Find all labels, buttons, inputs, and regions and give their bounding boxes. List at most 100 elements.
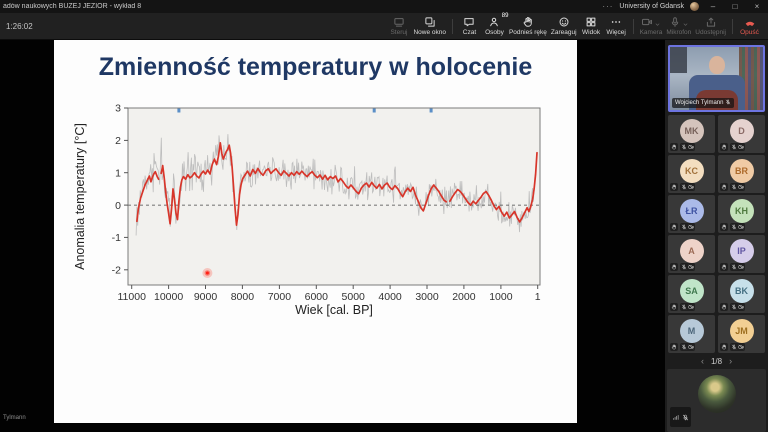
x-tick-label: 6000 [305, 291, 329, 303]
hand-icon [721, 184, 726, 189]
page-prev-button[interactable]: ‹ [700, 355, 704, 366]
account-avatar[interactable] [690, 2, 699, 11]
x-tick-label: 4000 [378, 291, 402, 303]
toolbar-button-label: Widok [582, 29, 601, 36]
participant-tile-d[interactable]: D [718, 114, 765, 153]
toolbar-button-czat[interactable]: Czat [457, 13, 482, 39]
participant-tile-jm[interactable]: JM [718, 314, 765, 353]
hand-icon [721, 344, 726, 349]
toolbar-button-steruj[interactable]: Steruj [386, 13, 411, 39]
page-next-button[interactable]: › [729, 355, 733, 366]
participant-initials: MK [679, 118, 704, 143]
toolbar-button-label: Steruj [390, 29, 408, 36]
participant-initials: M [679, 318, 704, 343]
x-tick-label: 7000 [268, 291, 292, 303]
toolbar-button-osoby[interactable]: 89 Osoby [482, 13, 509, 39]
signal-icon [673, 415, 679, 420]
participant-initials: BR [729, 158, 754, 183]
participant-status-icons [670, 222, 695, 231]
gallery-pagination: ‹ 1/8 › [701, 355, 732, 368]
temperature-anomaly-line [136, 142, 538, 226]
participant-tile-m[interactable]: M [668, 314, 715, 353]
share-icon [706, 17, 715, 27]
mic-off-icon [681, 264, 687, 269]
minimize-button[interactable]: – [710, 2, 716, 11]
toolbar-button-label: Kamera [639, 29, 663, 36]
participant-tile-kh[interactable]: KH [718, 194, 765, 233]
toolbar-button-zareaguj[interactable]: Zareaguj [549, 13, 579, 39]
participant-tile-sa[interactable]: SA [668, 274, 715, 313]
people-icon [490, 17, 499, 27]
mic-off-icon [683, 414, 688, 421]
toolbar-button-widok[interactable]: Widok [579, 13, 604, 39]
hand-icon [671, 344, 676, 349]
participant-tile-mk[interactable]: MK [668, 114, 715, 153]
cam-off-icon [738, 304, 744, 309]
shared-screen-area: Zmienność temperatury w holocenie 11000 1… [0, 40, 665, 432]
toolbar-button-label: Opuść [740, 29, 759, 36]
event-mark [429, 108, 433, 113]
connection-signal-icon [672, 408, 679, 426]
event-mark [372, 108, 376, 113]
meeting-timer: 1:26:02 [6, 21, 33, 31]
speaker-name: Wojciech Tylmann [675, 99, 724, 106]
participant-tile-bk[interactable]: BK [718, 274, 765, 313]
mic-icon [671, 17, 678, 27]
participant-tile-a[interactable]: A [668, 234, 715, 273]
participant-status-icons [670, 262, 695, 271]
more-icon [611, 21, 621, 23]
toolbar-button-podnies-reke[interactable]: Podnieś rękę [507, 13, 549, 39]
maximize-button[interactable]: □ [732, 2, 738, 11]
cam-off-icon [738, 264, 744, 269]
camera-icon [641, 18, 652, 26]
participant-status-icons [670, 302, 695, 311]
participant-tile-ip[interactable]: IP [718, 234, 765, 273]
hand-icon [721, 144, 726, 149]
participant-initials: BK [729, 278, 754, 303]
participants-sidebar: Wojciech Tylmann MK D KC BR ŁR KH A IP SA BK M JM ‹… [665, 40, 768, 432]
toolbar-button-wiecej[interactable]: Więcej [604, 13, 629, 39]
chat-icon [464, 18, 475, 27]
chevron-icon [655, 23, 660, 26]
hand-icon [671, 264, 676, 269]
mic-off-icon [731, 224, 737, 229]
chevron-icon [683, 23, 688, 26]
participant-tile-lr[interactable]: ŁR [668, 194, 715, 233]
toolbar-button-nowe-okno[interactable]: Nowe okno [411, 13, 448, 39]
y-tick-label: 2 [115, 135, 121, 147]
speaker-room-shelf [670, 47, 687, 73]
participant-status-icons [720, 142, 745, 151]
chart-container: 11000 10000 9000 8000 7000 6000 5000 4000 3000 20… [70, 98, 570, 333]
participant-tile-kc[interactable]: KC [668, 154, 715, 193]
hand-icon [721, 304, 726, 309]
x-axis-label: Wiek [cal. BP] [295, 303, 373, 317]
cam-off-icon [738, 344, 744, 349]
self-view-tile[interactable] [667, 369, 766, 432]
x-tick-label: 5000 [342, 291, 366, 303]
toolbar-button-mikrofon[interactable]: Mikrofon [664, 13, 693, 39]
remote-icon [394, 18, 404, 27]
cam-off-icon [688, 224, 694, 229]
toolbar-button-label: Mikrofon [666, 29, 692, 36]
toolbar-button-kamera[interactable]: Kamera [638, 13, 665, 39]
leave-icon [745, 21, 754, 26]
cam-off-icon [738, 224, 744, 229]
y-tick-label: 0 [115, 200, 121, 212]
cam-off-icon [738, 144, 744, 149]
laser-pointer-dot [205, 271, 209, 275]
toolbar-button-opusc[interactable]: Opuść [737, 13, 762, 39]
participant-tile-br[interactable]: BR [718, 154, 765, 193]
toolbar-button-udostepnij[interactable]: Udostępnij [693, 13, 728, 39]
toolbar-separator [632, 18, 634, 34]
self-mic-muted-icon [682, 408, 689, 426]
hand-icon [671, 144, 676, 149]
x-tick-label: 1000 [489, 291, 513, 303]
titlebar-more-icon[interactable]: ··· [602, 2, 614, 11]
y-tick-label: -1 [112, 232, 121, 244]
participant-initials: KC [679, 158, 704, 183]
close-button[interactable]: × [754, 2, 760, 11]
speaker-video-tile[interactable]: Wojciech Tylmann [668, 45, 765, 112]
cam-off-icon [738, 184, 744, 189]
participants-count-badge: 89 [501, 13, 509, 19]
participant-status-icons [670, 142, 695, 151]
